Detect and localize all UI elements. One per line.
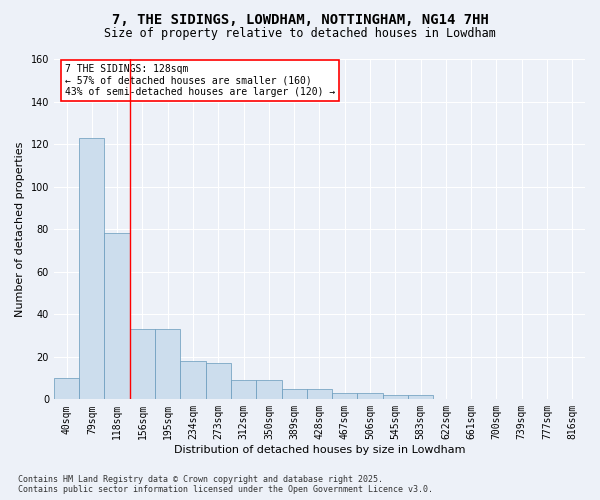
Text: Size of property relative to detached houses in Lowdham: Size of property relative to detached ho… <box>104 28 496 40</box>
Bar <box>256 380 281 400</box>
Y-axis label: Number of detached properties: Number of detached properties <box>15 142 25 317</box>
Bar <box>54 378 79 400</box>
Bar <box>206 363 231 400</box>
Bar <box>383 395 408 400</box>
Text: Contains HM Land Registry data © Crown copyright and database right 2025.
Contai: Contains HM Land Registry data © Crown c… <box>18 474 433 494</box>
Bar <box>130 329 155 400</box>
Text: 7, THE SIDINGS, LOWDHAM, NOTTINGHAM, NG14 7HH: 7, THE SIDINGS, LOWDHAM, NOTTINGHAM, NG1… <box>112 12 488 26</box>
Text: 7 THE SIDINGS: 128sqm
← 57% of detached houses are smaller (160)
43% of semi-det: 7 THE SIDINGS: 128sqm ← 57% of detached … <box>65 64 335 98</box>
X-axis label: Distribution of detached houses by size in Lowdham: Distribution of detached houses by size … <box>174 445 465 455</box>
Bar <box>408 395 433 400</box>
Bar <box>358 393 383 400</box>
Bar <box>281 388 307 400</box>
Bar <box>104 234 130 400</box>
Bar <box>155 329 181 400</box>
Bar <box>332 393 358 400</box>
Bar <box>79 138 104 400</box>
Bar <box>181 361 206 400</box>
Bar <box>231 380 256 400</box>
Bar <box>307 388 332 400</box>
